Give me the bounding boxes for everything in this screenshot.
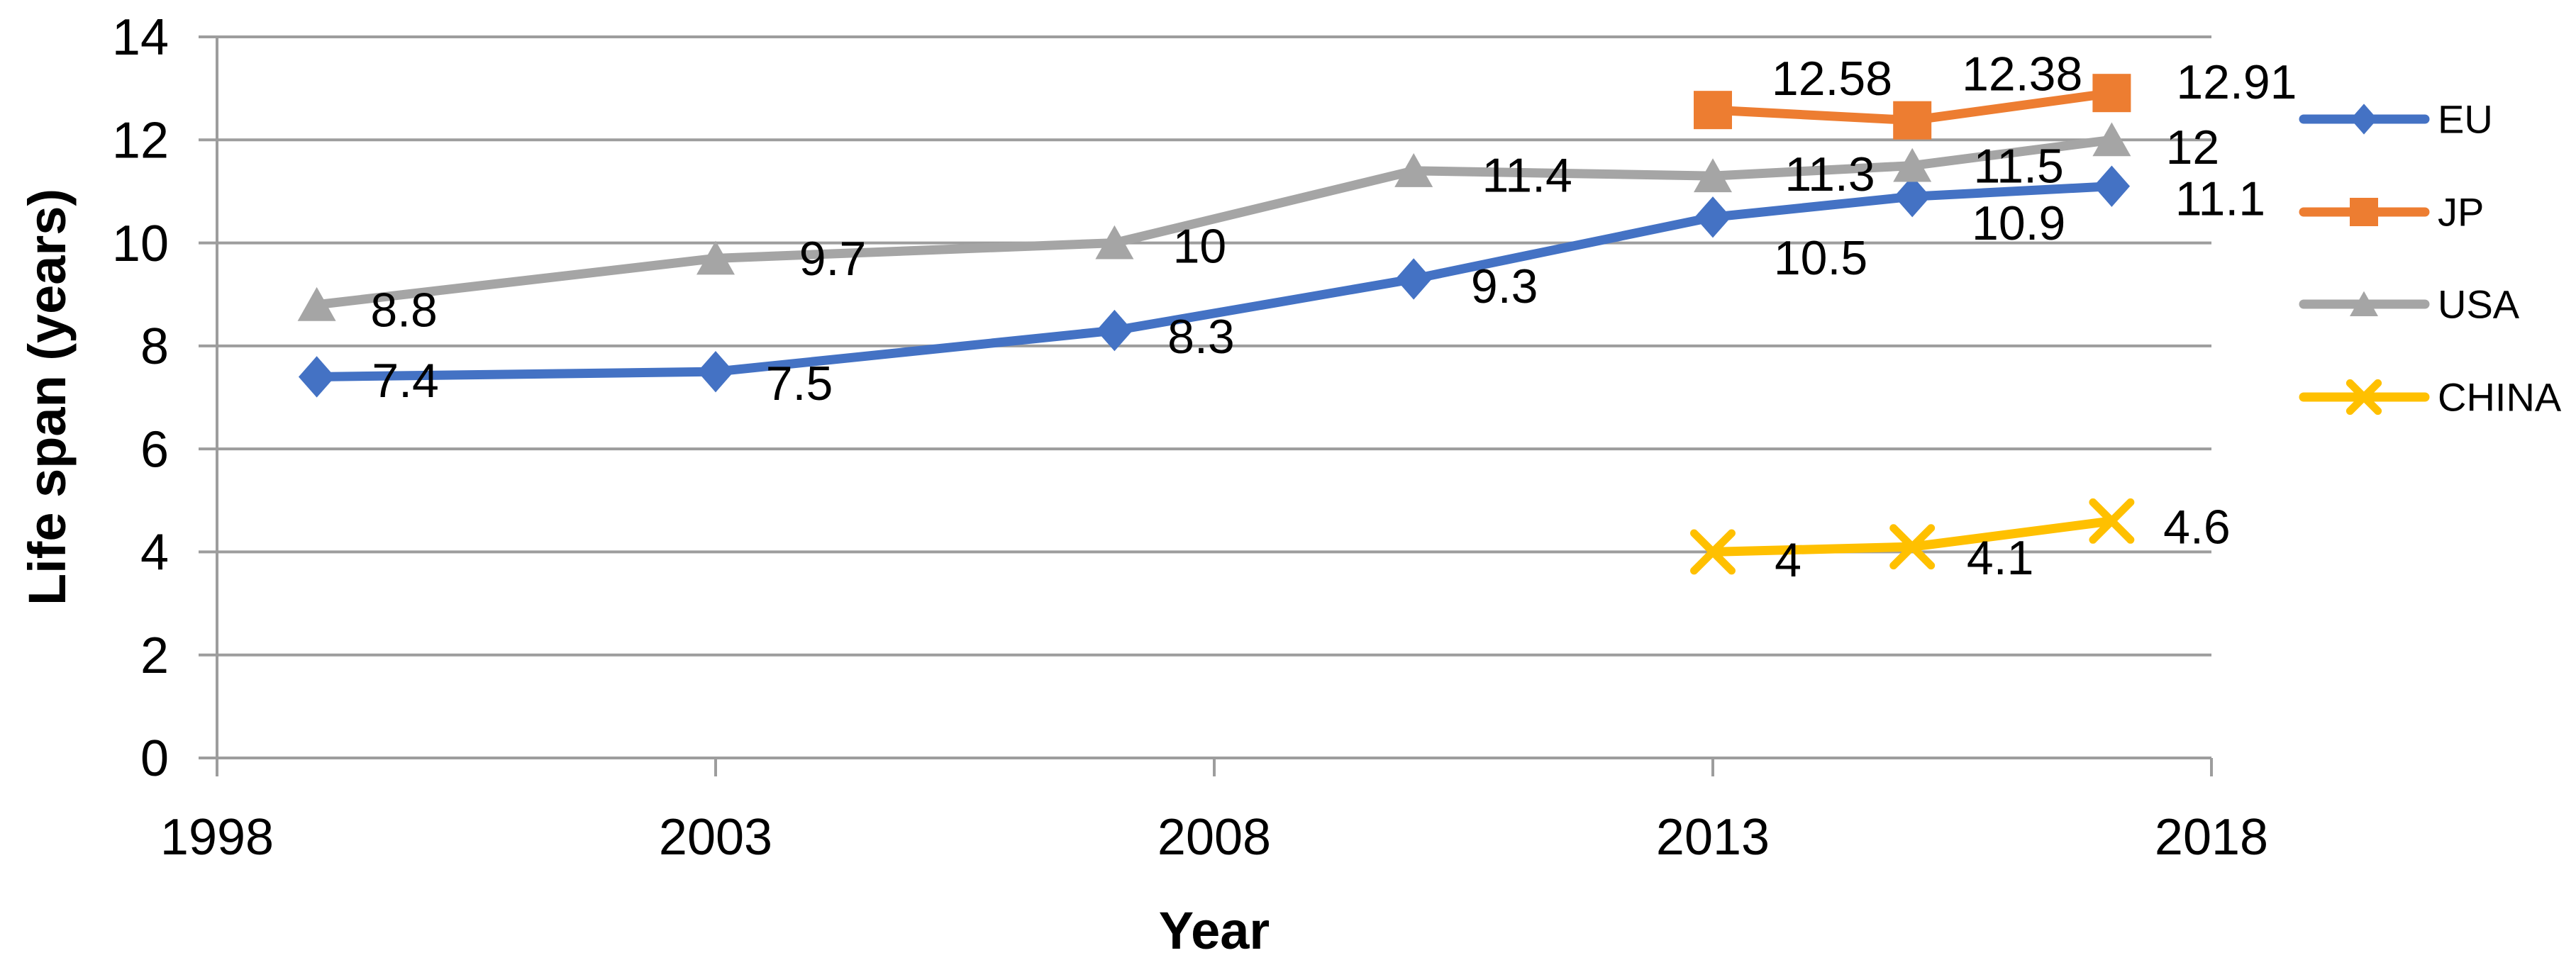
marker-USA-1999	[297, 286, 336, 321]
axis-layer: 0 2 4 6 8 10 12 14 1998 2003 2008 2013 2018	[112, 9, 2268, 866]
data-label-JP-2015: 12.38	[1962, 47, 2082, 101]
data-label-USA-1999: 8.8	[370, 284, 438, 338]
marker-JP-2017	[2092, 74, 2131, 113]
legend-marker-USA	[2350, 291, 2378, 316]
x-tick-label-2003: 2003	[659, 809, 772, 866]
legend-label-CHINA: CHINA	[2438, 375, 2562, 420]
x-tick-label-2018: 2018	[2155, 809, 2268, 866]
legend-marker-EU	[2350, 104, 2377, 135]
data-label-CHINA-2017: 4.6	[2163, 501, 2231, 554]
data-label-EU-2017: 11.1	[2175, 172, 2265, 225]
y-axis-title: Life span (years)	[18, 189, 77, 606]
data-label-EU-2010: 9.3	[1471, 260, 1538, 313]
legend-marker-JP	[2350, 198, 2378, 226]
marker-EU-2003	[697, 351, 734, 393]
data-label-USA-2015: 11.5	[1974, 139, 2064, 193]
series-layer	[297, 74, 2135, 575]
marker-EU-2013	[1694, 196, 1731, 238]
marker-USA-2015	[1893, 147, 1932, 182]
y-tick-label-12: 12	[112, 112, 169, 169]
data-label-USA-2007: 10	[1173, 219, 1227, 273]
x-tick-label-2013: 2013	[1656, 809, 1770, 866]
marker-JP-2015	[1893, 101, 1932, 140]
y-tick-label-8: 8	[140, 318, 169, 375]
legend-item-USA: USA	[2299, 282, 2520, 327]
y-tick-label-4: 4	[140, 525, 169, 581]
marker-EU-2015	[1894, 176, 1931, 218]
marker-EU-2010	[1395, 258, 1432, 300]
marker-EU-1999	[298, 356, 335, 398]
data-label-EU-2007: 8.3	[1167, 310, 1235, 364]
data-label-JP-2013: 12.58	[1772, 52, 1892, 106]
marker-CHINA-2017	[2089, 498, 2135, 544]
marker-USA-2007	[1095, 225, 1134, 260]
legend-item-EU: EU	[2299, 97, 2493, 142]
x-tick-label-2008: 2008	[1157, 809, 1271, 866]
y-tick-label-0: 0	[140, 730, 169, 787]
legend: EU JP USA CHINA	[2299, 97, 2562, 420]
legend-label-EU: EU	[2438, 97, 2493, 142]
data-label-EU-1999: 7.4	[372, 354, 439, 408]
marker-JP-2013	[1694, 91, 1732, 130]
marker-USA-2013	[1694, 158, 1732, 193]
legend-label-USA: USA	[2438, 282, 2520, 327]
legend-marker-CHINA	[2345, 379, 2382, 415]
data-label-USA-2017: 12	[2166, 121, 2220, 174]
data-label-EU-2003: 7.5	[766, 357, 833, 411]
y-tick-label-14: 14	[112, 9, 169, 66]
data-label-USA-2013: 11.3	[1784, 147, 1875, 201]
x-tick-label-1998: 1998	[160, 809, 274, 866]
marker-CHINA-2015	[1889, 524, 1936, 570]
data-label-CHINA-2013: 4	[1775, 533, 1801, 587]
y-tick-label-6: 6	[140, 421, 169, 478]
y-tick-label-2: 2	[140, 627, 169, 684]
data-label-USA-2010: 11.4	[1482, 149, 1572, 203]
data-label-EU-2015: 10.9	[1972, 196, 2065, 250]
x-axis-title: Year	[1159, 901, 1270, 960]
grid-layer	[199, 35, 2211, 759]
y-tick-label-10: 10	[112, 216, 169, 272]
data-label-layer: 7.4 7.5 8.3 9.3 10.5 10.9 11.1 12.58 12.38 12.91 8…	[370, 47, 2297, 587]
marker-EU-2017	[2093, 165, 2131, 207]
legend-item-CHINA: CHINA	[2299, 375, 2562, 420]
legend-label-JP: JP	[2438, 190, 2484, 235]
legend-item-JP: JP	[2299, 190, 2484, 235]
marker-CHINA-2013	[1690, 529, 1736, 575]
marker-USA-2010	[1394, 153, 1433, 187]
data-label-USA-2003: 9.7	[799, 232, 867, 286]
marker-USA-2003	[696, 240, 735, 275]
data-label-JP-2017: 12.91	[2176, 55, 2297, 109]
marker-USA-2017	[2092, 122, 2131, 157]
data-label-EU-2013: 10.5	[1774, 231, 1867, 285]
data-label-CHINA-2015: 4.1	[1967, 531, 2034, 585]
marker-EU-2007	[1096, 309, 1133, 352]
